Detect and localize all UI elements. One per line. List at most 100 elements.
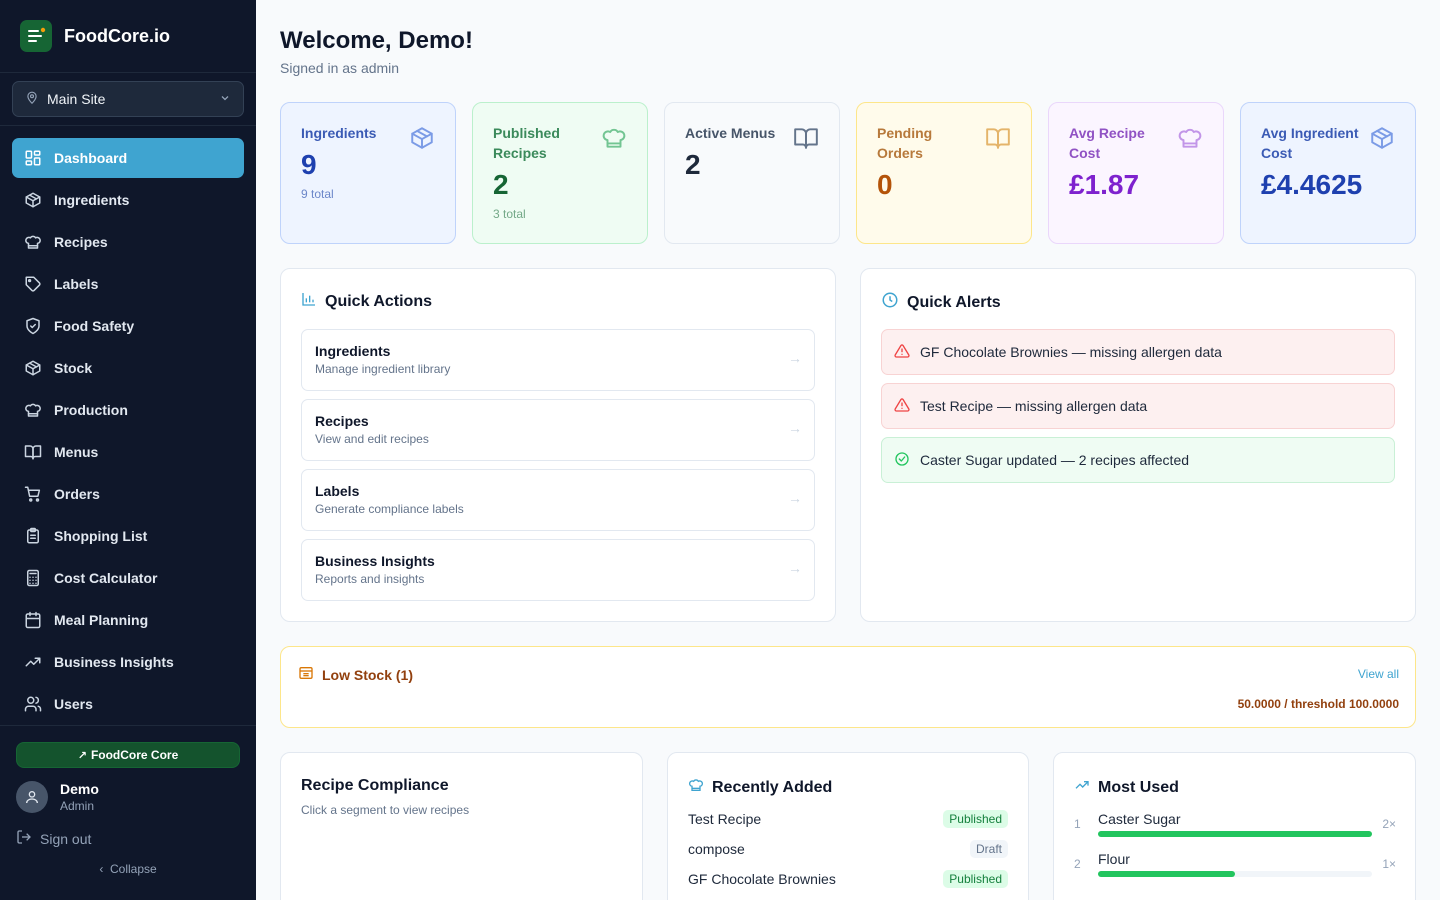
view-all-link[interactable]: View all	[1357, 667, 1399, 681]
sidebar-item-stock[interactable]: Stock	[12, 348, 244, 388]
sidebar-item-menus[interactable]: Menus	[12, 432, 244, 472]
sidebar-item-label: Stock	[54, 360, 93, 376]
quick-action-recipes[interactable]: Recipes View and edit recipes →	[301, 399, 815, 461]
shopping-cart-icon	[24, 485, 42, 503]
page-title: Welcome, Demo!	[280, 27, 473, 54]
status-badge: Draft	[969, 840, 1008, 858]
chef-hat-icon	[688, 777, 704, 798]
sidebar-item-labels[interactable]: Labels	[12, 264, 244, 304]
sidebar-item-users[interactable]: Users	[12, 684, 244, 724]
plan-badge[interactable]: ↗ FoodCore Core	[16, 742, 240, 768]
quick-action-business-insights[interactable]: Business Insights Reports and insights →	[301, 539, 815, 601]
quick-action-labels[interactable]: Labels Generate compliance labels →	[301, 469, 815, 531]
sign-out-label: Sign out	[40, 830, 92, 847]
stat-label: Published Recipes	[493, 125, 560, 161]
sign-out-button[interactable]: Sign out	[16, 829, 91, 848]
arrow-right-icon: →	[788, 420, 802, 436]
calendar-icon	[24, 611, 42, 629]
user-name: Demo	[60, 781, 99, 797]
most-used-row[interactable]: 1 Caster Sugar 2×	[1074, 811, 1396, 851]
most-used-title: Most Used	[1098, 778, 1179, 796]
sidebar-item-business-insights[interactable]: Business Insights	[12, 642, 244, 682]
sidebar-item-cost-calculator[interactable]: Cost Calculator	[12, 558, 244, 598]
sidebar-item-label: Dashboard	[54, 150, 128, 166]
quick-action-ingredients[interactable]: Ingredients Manage ingredient library →	[301, 329, 815, 391]
collapse-button[interactable]: ‹ Collapse	[0, 862, 256, 876]
recipe-name: compose	[688, 841, 745, 857]
archive-icon	[298, 665, 314, 684]
sidebar-item-label: Recipes	[54, 234, 108, 250]
sidebar-divider	[0, 125, 256, 126]
sidebar-item-recipes[interactable]: Recipes	[12, 222, 244, 262]
status-badge: Published	[943, 870, 1008, 888]
quick-action-title: Labels	[315, 483, 360, 499]
quick-action-title: Ingredients	[315, 343, 391, 359]
low-stock-card: Low Stock (1) View all 50.0000 / thresho…	[280, 646, 1416, 728]
stat-value: £4.4625	[1261, 169, 1363, 200]
low-stock-title: Low Stock (1)	[322, 666, 414, 683]
quick-action-desc: Generate compliance labels	[315, 502, 464, 516]
sidebar-item-production[interactable]: Production	[12, 390, 244, 430]
clock-icon	[881, 291, 899, 314]
ingredient-name: Caster Sugar	[1098, 811, 1181, 827]
stat-card-published-recipes[interactable]: Published Recipes 2 3 total	[472, 102, 648, 244]
sidebar-item-label: Users	[54, 696, 93, 712]
recent-recipe-row[interactable]: GF Chocolate Brownies Published	[688, 868, 1008, 890]
most-used-row[interactable]: 2 Flour 1×	[1074, 851, 1396, 891]
quick-alerts-card: Quick Alerts GF Chocolate Brownies — mis…	[860, 268, 1416, 622]
trending-up-icon	[1074, 777, 1090, 798]
recipe-compliance-subtitle: Click a segment to view recipes	[301, 803, 470, 817]
page-subtitle: Signed in as admin	[280, 60, 400, 76]
sidebar-item-label: Orders	[54, 486, 100, 502]
sidebar-item-shopping-list[interactable]: Shopping List	[12, 516, 244, 556]
quick-action-title: Recipes	[315, 413, 369, 429]
alert-triangle-icon	[894, 343, 910, 362]
sidebar-item-dashboard[interactable]: Dashboard	[12, 138, 244, 178]
usage-bar-fill	[1098, 831, 1372, 837]
usage-count: 1×	[1382, 857, 1396, 871]
alert-item[interactable]: Test Recipe — missing allergen data	[881, 383, 1395, 429]
sidebar-item-meal-planning[interactable]: Meal Planning	[12, 600, 244, 640]
recent-recipe-row[interactable]: Test Recipe Published	[688, 808, 1008, 830]
box-icon	[409, 125, 435, 156]
stat-card-pending-orders[interactable]: Pending Orders 0	[856, 102, 1032, 244]
sidebar-nav: Dashboard Ingredients Recipes Labels Food Sa…	[12, 138, 244, 726]
book-open-icon	[985, 125, 1011, 156]
stat-card-ingredients[interactable]: Ingredients 9 9 total	[280, 102, 456, 244]
stat-subtext: 9 total	[301, 187, 334, 201]
stat-card-active-menus[interactable]: Active Menus 2	[664, 102, 840, 244]
stat-card-avg-recipe-cost[interactable]: Avg Recipe Cost £1.87	[1048, 102, 1224, 244]
sidebar-item-label: Production	[54, 402, 128, 418]
stat-value: 0	[877, 169, 893, 200]
arrow-right-icon: →	[788, 490, 802, 506]
stat-label: Pending Orders	[877, 125, 933, 161]
alert-text: Test Recipe — missing allergen data	[920, 398, 1148, 414]
sidebar-item-orders[interactable]: Orders	[12, 474, 244, 514]
sidebar-item-food-safety[interactable]: Food Safety	[12, 306, 244, 346]
recent-recipe-row[interactable]: compose Draft	[688, 838, 1008, 860]
sidebar-item-label: Business Insights	[54, 654, 174, 670]
avatar	[16, 781, 48, 813]
bar-chart-icon	[301, 291, 317, 312]
plan-label: FoodCore Core	[90, 748, 179, 762]
most-used-card: Most Used 1 Caster Sugar 2× 2 Flour 1×	[1053, 752, 1416, 900]
stat-value: 2	[493, 169, 509, 200]
site-selector[interactable]: Main Site	[12, 81, 244, 117]
stat-value: 9	[301, 149, 317, 180]
sidebar-item-label: Labels	[54, 276, 99, 292]
box-icon	[24, 191, 42, 209]
stat-label: Active Menus	[685, 125, 776, 141]
alert-item[interactable]: GF Chocolate Brownies — missing allergen…	[881, 329, 1395, 375]
usage-bar-track	[1098, 831, 1372, 837]
alert-item[interactable]: Caster Sugar updated — 2 recipes affecte…	[881, 437, 1395, 483]
arrow-right-icon: →	[788, 350, 802, 366]
stat-card-avg-ingredient-cost[interactable]: Avg Ingredient Cost £4.4625	[1240, 102, 1416, 244]
chef-hat-icon	[24, 233, 42, 251]
chef-hat-icon	[1177, 125, 1203, 156]
alert-text: Caster Sugar updated — 2 recipes affecte…	[920, 452, 1190, 468]
users-icon	[24, 695, 42, 713]
brand[interactable]: FoodCore.io	[0, 0, 256, 73]
sidebar-item-ingredients[interactable]: Ingredients	[12, 180, 244, 220]
user-profile[interactable]: Demo Admin	[16, 781, 99, 813]
arrow-right-icon: →	[788, 560, 802, 576]
